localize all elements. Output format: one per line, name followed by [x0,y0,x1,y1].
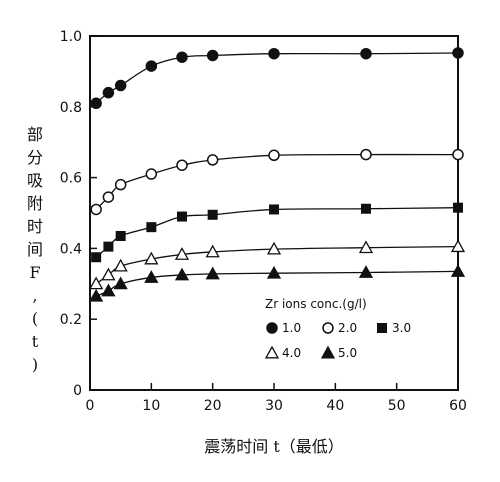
y-tick-label: 0 [73,383,82,399]
x-tick-label: 30 [265,398,283,414]
data-point-series-3 [269,204,279,215]
legend-label-4: 4.0 [282,346,301,360]
data-point-series-3 [453,202,463,213]
x-tick-label: 60 [449,398,467,414]
data-point-series-3 [115,231,126,242]
legend-marker-2 [322,322,334,334]
data-point-series-4 [174,247,190,260]
data-point-series-5 [450,264,466,277]
y-tick-label: 0.4 [60,241,82,257]
data-point-series-3 [103,241,114,252]
x-tick-label: 50 [388,398,406,414]
data-point-series-1 [145,60,158,72]
y-tick-label: 0.6 [60,171,82,187]
legend-label-1: 1.0 [282,321,301,335]
x-tick-label: 0 [86,398,95,414]
data-point-series-1 [114,79,127,92]
data-point-series-5 [89,288,104,302]
x-tick-label: 20 [204,398,222,414]
data-point-series-4 [266,241,282,255]
data-point-series-5 [174,267,190,281]
data-point-series-4 [144,251,159,265]
data-point-series-5 [358,265,374,278]
y-tick-label: 0.8 [60,100,82,116]
data-point-series-2 [102,191,115,203]
data-point-series-5 [101,283,116,297]
y-tick-label: 1.0 [60,29,82,45]
data-point-series-5 [266,265,282,279]
data-markers [89,47,466,302]
data-point-series-4 [450,239,466,253]
legend-label-2: 2.0 [338,321,357,335]
data-point-series-1 [268,47,280,60]
data-point-series-4 [358,240,374,254]
data-point-series-2 [452,148,464,161]
legend-marker-3 [377,323,387,333]
legend-label-3: 3.0 [392,321,411,335]
data-point-series-2 [176,159,188,171]
y-axis-label: 部分吸附时间 F,(t) [27,125,43,374]
data-point-series-1 [360,47,372,60]
tick-labels: 0 10 20 30 40 50 60 0 0.2 0.4 0.6 0.8 1.0 [60,29,467,414]
data-point-series-4 [205,244,220,258]
y-tick-label: 0.2 [60,312,82,328]
data-point-series-5 [113,276,128,290]
legend-title: Zr ions conc.(g/l) [265,297,367,311]
curve-series-2 [95,153,459,210]
data-point-series-4 [89,276,104,290]
data-point-series-2 [360,148,372,161]
data-point-series-1 [206,49,219,62]
legend-marker-1 [266,322,278,334]
data-point-series-1 [452,47,464,59]
data-point-series-3 [91,252,102,263]
legend-label-5: 5.0 [338,346,357,360]
data-point-series-4 [101,267,116,281]
x-tick-label: 10 [142,398,160,414]
data-point-series-1 [176,51,188,63]
data-point-series-5 [205,266,220,280]
data-point-series-2 [268,149,280,162]
data-point-series-3 [207,209,218,220]
data-point-series-2 [90,203,102,216]
data-point-series-3 [177,211,187,222]
legend-marker-5 [320,345,336,359]
data-point-series-3 [361,203,371,214]
data-point-series-3 [146,222,157,233]
legend: Zr ions conc.(g/l) 1.0 2.0 3.0 4.0 5.0 [264,297,411,360]
x-axis-label: 震荡时间 t（最低） [204,437,344,456]
data-point-series-1 [90,97,102,110]
data-point-series-2 [206,154,219,166]
x-tick-label: 40 [326,398,344,414]
data-point-series-2 [145,168,158,180]
data-point-series-2 [114,178,127,191]
legend-marker-4 [264,345,280,359]
data-point-series-5 [144,270,159,283]
data-point-series-4 [113,258,128,272]
data-point-series-1 [102,86,115,99]
